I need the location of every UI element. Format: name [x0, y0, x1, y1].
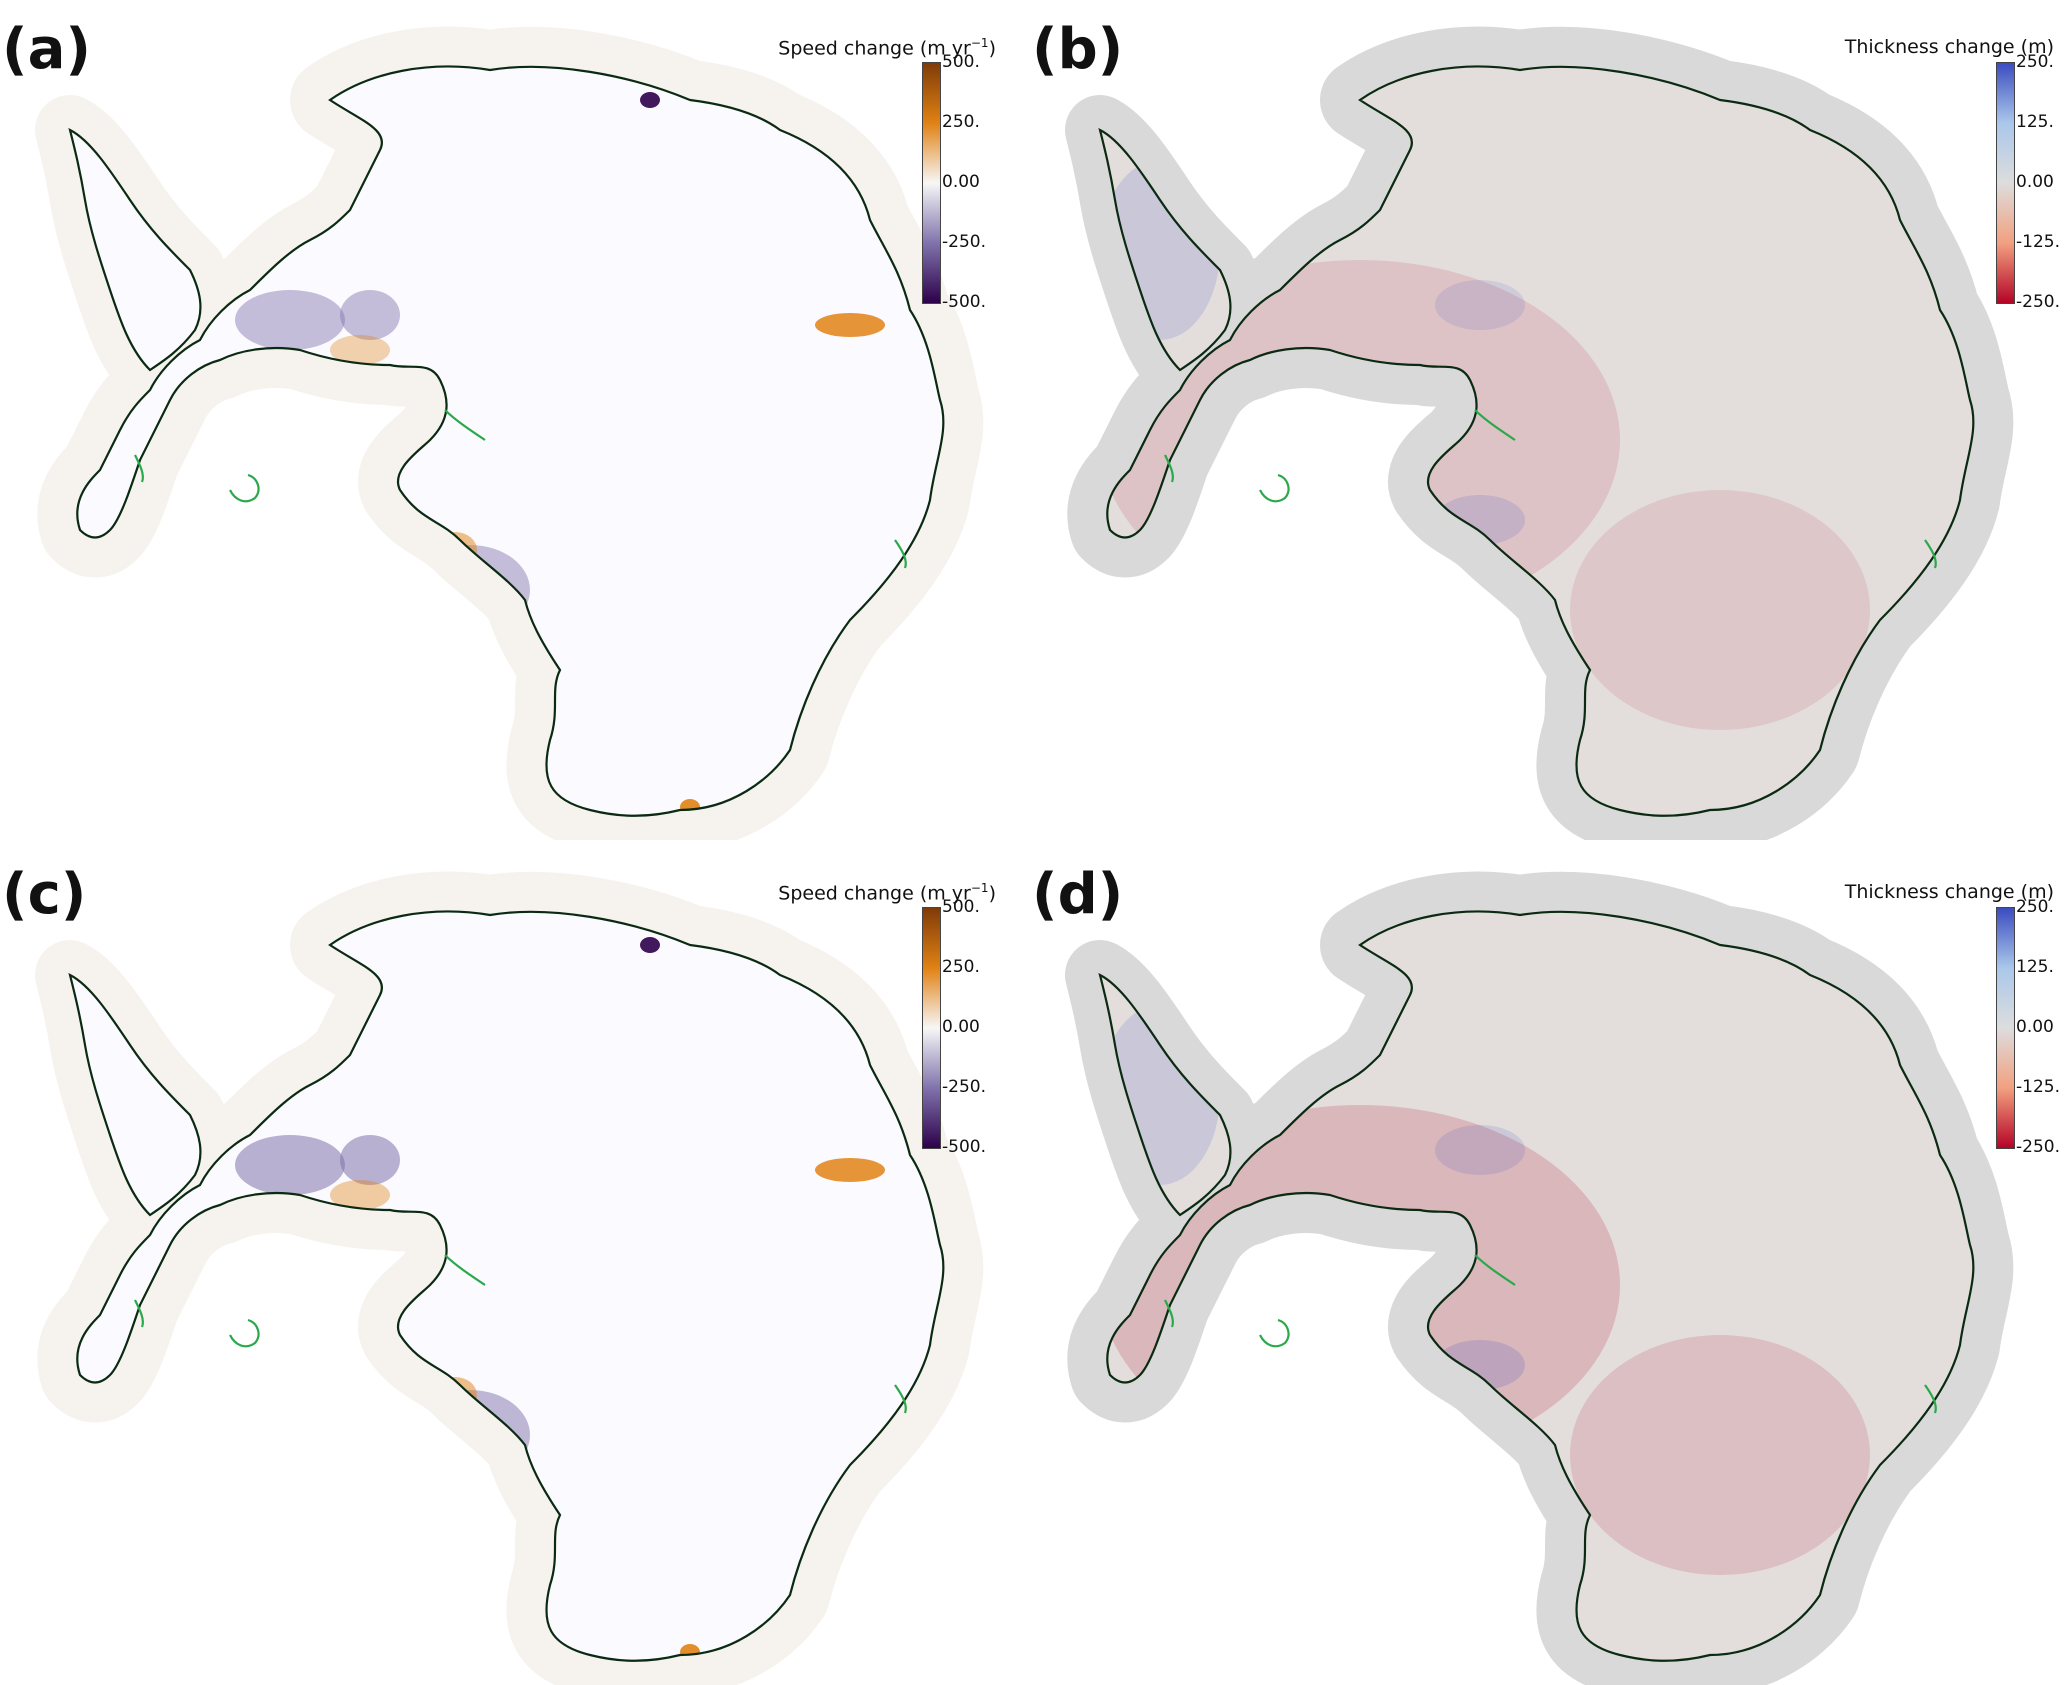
grounding-line: [134, 1299, 144, 1328]
change-patch: [1200, 1320, 1310, 1420]
grounding-line: [134, 454, 144, 483]
colorbar-title: Speed change (m yr−1): [778, 881, 996, 905]
panel-label: (b): [1032, 17, 1124, 82]
colorbar-tick-label: 0.00: [2016, 1017, 2054, 1037]
ice-sheet-fill: [77, 911, 944, 1661]
coastline: [1098, 127, 1232, 372]
change-patch: [1435, 280, 1525, 330]
change-patch: [1200, 480, 1280, 560]
grounding-line: [1474, 409, 1516, 441]
peninsula-fill: [1100, 130, 1231, 370]
colorbar-tick-label: -125.: [2016, 232, 2060, 252]
panel-b: (b) Thickness change (m) 250. 125. 0.00 -125.…: [1030, 0, 2060, 840]
colorbar-tick-label: 250.: [2016, 897, 2054, 917]
grounding-line: [444, 1254, 486, 1286]
peninsula-fill: [1100, 975, 1231, 1215]
change-patch: [235, 1135, 345, 1195]
ice-sheet-map: [1065, 871, 2014, 1685]
coastline: [68, 127, 202, 372]
colorbar: [1996, 907, 2015, 1149]
grounding-line: [894, 539, 907, 569]
colorbar: [922, 907, 941, 1149]
colorbar-tick-label: 500.: [942, 52, 980, 72]
panel-a: (a) Speed change (m yr−1) 500. 250. 0.00 -250…: [0, 0, 1030, 840]
colorbar-tick-label: -250.: [942, 1077, 986, 1097]
change-patch: [1570, 1335, 1870, 1575]
colorbar-tick-label: 125.: [2016, 112, 2054, 132]
colorbar-tick-label: 250.: [942, 957, 980, 977]
change-patch: [1435, 1125, 1525, 1175]
colorbar-tick-label: 125.: [2016, 957, 2054, 977]
panel-label: (c): [2, 862, 87, 927]
panel-label: (d): [1032, 862, 1124, 927]
peninsula-fill: [70, 130, 201, 370]
grounding-line: [1164, 454, 1174, 483]
colorbar-tick-label: -250.: [2016, 292, 2060, 312]
change-patch: [340, 1135, 400, 1185]
colorbar: [1996, 62, 2015, 304]
colorbar-title: Thickness change (m): [1844, 36, 2054, 58]
change-patch: [205, 1345, 285, 1405]
colorbar-tick-label: 0.00: [2016, 172, 2054, 192]
colorbar-tick-label: -500.: [942, 292, 986, 312]
change-patch: [330, 335, 390, 365]
grounding-line: [1474, 1254, 1516, 1286]
colorbar-tick-label: 500.: [942, 897, 980, 917]
colorbar-tick-label: -250.: [942, 232, 986, 252]
peninsula-fill: [70, 975, 201, 1215]
coastline: [1106, 65, 1975, 817]
ice-sheet-fill: [1107, 911, 1974, 1661]
change-patch: [175, 510, 205, 540]
panel-c: (c) Speed change (m yr−1) 500. 250. 0.00 -250…: [0, 845, 1030, 1685]
change-patch: [640, 937, 660, 953]
colorbar-tick-label: 0.00: [942, 172, 980, 192]
colorbar-tick-label: 250.: [2016, 52, 2054, 72]
ice-sheet-map: [35, 871, 984, 1685]
colorbar: [922, 62, 941, 304]
panel-label: (a): [2, 17, 91, 82]
colorbar-tick-label: 250.: [942, 112, 980, 132]
coastline: [1106, 910, 1975, 1662]
colorbar-tick-label: 0.00: [942, 1017, 980, 1037]
colorbar-tick-label: -250.: [2016, 1137, 2060, 1157]
change-patch: [1334, 1643, 1366, 1661]
change-patch: [640, 92, 660, 108]
grounding-line: [444, 409, 486, 441]
change-patch: [1570, 490, 1870, 730]
change-patch: [815, 1158, 885, 1182]
ice-sheet-fill: [1107, 66, 1974, 816]
change-patch: [235, 290, 345, 350]
grounding-line: [1924, 1384, 1937, 1414]
change-patch: [1336, 800, 1364, 816]
ice-sheet-map: [35, 26, 984, 840]
grounding-line: [1259, 1318, 1290, 1348]
grounding-line: [229, 1318, 260, 1348]
grounding-line: [894, 1384, 907, 1414]
change-patch: [330, 1180, 390, 1210]
grounding-line: [1259, 473, 1290, 503]
change-patch: [340, 290, 400, 340]
colorbar-title: Thickness change (m): [1844, 881, 2054, 903]
panel-d: (d) Thickness change (m) 250. 125. 0.00 -125.…: [1030, 845, 2060, 1685]
coastline: [76, 65, 945, 817]
coastline: [76, 910, 945, 1662]
ice-sheet-map: [1065, 26, 2014, 840]
coastline: [68, 972, 202, 1217]
coastline: [1098, 972, 1232, 1217]
grounding-line: [229, 473, 260, 503]
grounding-line: [1164, 1299, 1174, 1328]
colorbar-title: Speed change (m yr−1): [778, 36, 996, 60]
change-patch: [174, 1359, 206, 1391]
grounding-line: [1924, 539, 1937, 569]
change-patch: [815, 313, 885, 337]
colorbar-tick-label: -125.: [2016, 1077, 2060, 1097]
ice-sheet-fill: [77, 66, 944, 816]
colorbar-tick-label: -500.: [942, 1137, 986, 1157]
